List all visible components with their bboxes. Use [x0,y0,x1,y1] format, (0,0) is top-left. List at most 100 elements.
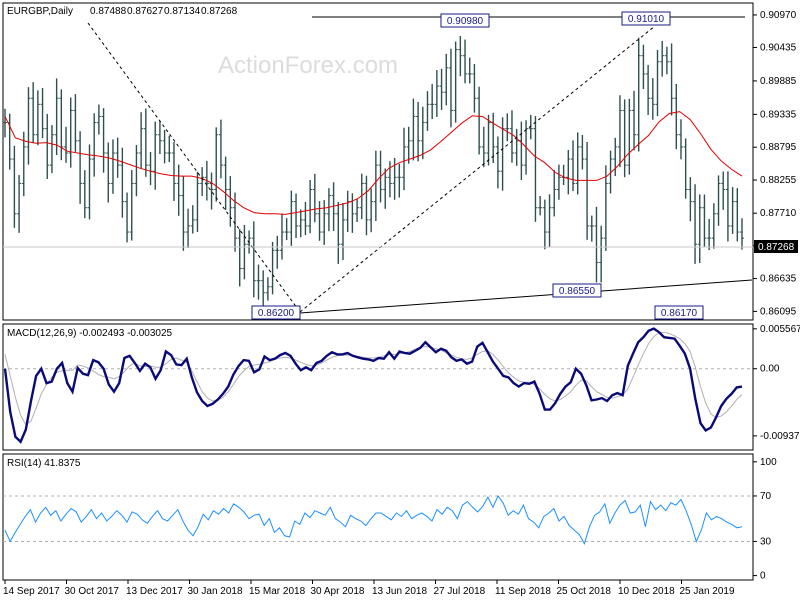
ohlc-bar [434,70,439,117]
ohlc-bar [270,241,275,295]
ohlc-bar [49,125,54,174]
ohlc-bar [64,126,69,163]
ohlc-bar [284,218,289,241]
ohlc-close: 0.87268 [201,6,238,17]
y-tick-label: 100 [760,457,777,468]
annotation-box [654,305,704,320]
ohlc-bar [73,94,78,152]
ohlc-bar [3,108,7,138]
y-tick-label: 0.87710 [760,208,797,219]
ohlc-bar [101,108,106,173]
ohlc-bar [54,78,59,156]
ohlc-bar [261,270,266,312]
ohlc-bar [585,141,590,240]
annotation-box [621,11,671,26]
x-tick-label: 25 Oct 2018 [557,586,612,597]
ohlc-bar [143,108,148,177]
ohlc-bar [463,39,468,84]
trendline-layer [3,16,753,314]
level-annotations: 0.90980 0.91010 0.86200 0.86550 0.86170 [251,11,704,320]
moving-average-line [4,111,743,215]
ohlc-bar [453,41,458,123]
ohlc-bar [45,113,50,179]
ohlc-bar [622,99,627,178]
x-tick-label: 15 Mar 2018 [249,586,306,597]
ohlc-bar [355,199,360,223]
ohlc-bar [364,175,369,236]
annotation-label: 0.86550 [559,286,596,297]
ohlc-bar [340,202,345,261]
ohlc-bar [17,175,22,233]
ohlc-bar [162,129,167,164]
ohlc-bar [110,139,115,194]
ohlc-low: 0.87134 [164,6,201,17]
price-y-axis: 0.90970 0.90435 0.89885 0.89335 0.88795 0.882… [753,10,797,317]
y-tick-label: 30 [760,536,772,547]
annotation-091010: 0.91010 [621,11,671,26]
rising-dashed-line [299,25,656,313]
ohlc-bar [397,163,402,198]
ohlc-bar [176,164,181,216]
ohlc-bar [120,147,125,218]
ohlc-bar [566,150,571,195]
x-tick-label: 13 Dec 2017 [126,586,183,597]
ohlc-bar [214,127,219,202]
ohlc-bar [613,137,618,177]
ohlc-bar [420,106,425,160]
ohlc-bar [538,195,543,216]
ohlc-bar [237,229,242,287]
ohlc-bar [289,190,294,246]
ohlc-bar [228,176,233,227]
y-tick-label: 0.86095 [760,306,797,317]
rsi-panel-frame [2,453,754,581]
y-tick-label: 0.88255 [760,175,797,186]
ohlc-bar [707,218,712,251]
x-tick-label: 14 Sep 2017 [3,586,60,597]
price-header: EURGBP,Daily 0.87488 0.87627 0.87134 0.8… [7,6,238,17]
ohlc-bar [495,136,500,189]
ohlc-bar [411,98,416,161]
ohlc-bar [711,203,716,249]
x-tick-label: 11 Sep 2018 [495,586,551,597]
ohlc-bar [78,131,83,204]
ohlc-bar [603,165,608,251]
ohlc-bar [669,43,674,116]
ohlc-bar [730,187,735,234]
ohlc-bar [632,90,637,151]
ohlc-bar [195,171,200,232]
y-tick-label: -0.00937 [760,431,800,442]
ohlc-bar [256,264,261,300]
ohlc-bar [547,194,552,247]
ohlc-bar [336,201,341,264]
ohlc-bar [12,145,17,228]
ohlc-bar [233,192,238,252]
ohlc-bar [481,126,486,168]
x-tick-label: 30 Oct 2017 [65,586,120,597]
ohlc-bar [298,209,303,238]
ohlc-bar [59,89,64,161]
ohlc-bar [646,64,651,116]
ohlc-bar [317,201,322,241]
ohlc-bar [218,119,223,179]
ohlc-bar [40,88,45,139]
current-price-tag: 0.87268 [754,240,798,253]
ohlc-bar [641,44,646,90]
ohlc-bar [697,194,702,264]
ohlc-bar [425,91,430,131]
ohlc-bar [279,213,284,260]
x-tick-label: 30 Apr 2018 [311,586,365,597]
ohlc-bar [740,218,744,250]
y-tick-label: 0.89335 [760,109,797,120]
ohlc-bar [21,131,26,197]
annotation-label: 0.90980 [447,16,484,27]
annotation-box [251,305,301,320]
annotation-box [552,283,602,298]
ohlc-bar [674,83,679,150]
ohlc-bar [303,202,308,236]
annotation-label: 0.91010 [628,14,665,25]
ohlc-bar [580,134,585,170]
annotation-box [440,13,490,28]
ohlc-bar [655,50,660,117]
